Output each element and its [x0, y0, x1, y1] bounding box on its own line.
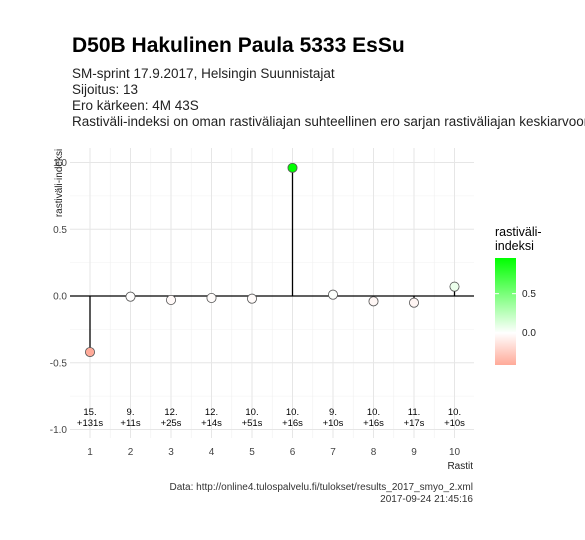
annotation-rank: 11. — [408, 407, 421, 418]
legend-tick-label: 0.5 — [522, 289, 536, 300]
y-tick-label: -0.5 — [50, 358, 68, 369]
x-tick-label: 4 — [209, 447, 215, 458]
grid-lines — [70, 148, 474, 438]
annotation-rank: 10. — [286, 407, 299, 418]
legend-title-line-2: indeksi — [495, 239, 534, 253]
split-annotations: 15.+131s9.+11s12.+25s12.+14s10.+51s10.+1… — [77, 407, 465, 429]
x-axis-title: Rastit — [447, 461, 473, 472]
annotation-diff: +25s — [161, 418, 182, 429]
chart-title: D50B Hakulinen Paula 5333 EsSu — [72, 34, 405, 57]
subtitle-placement: Sijoitus: 13 — [72, 82, 139, 97]
legend-tick-label: 0.0 — [522, 328, 536, 339]
subtitle-event: SM-sprint 17.9.2017, Helsingin Suunnista… — [72, 66, 335, 81]
x-tick-label: 5 — [249, 447, 255, 458]
annotation-diff: +17s — [404, 418, 425, 429]
data-source: Data: http://online4.tulospalvelu.fi/tul… — [169, 482, 473, 493]
annotation-rank: 9. — [329, 407, 337, 418]
subtitle-description: Rastiväli-indeksi on oman rastiväliajan … — [72, 114, 585, 129]
color-legend: rastiväli- indeksi 0.5 0.0 — [495, 225, 542, 365]
legend-ticks: 0.5 0.0 — [495, 289, 536, 339]
annotation-diff: +10s — [323, 418, 344, 429]
y-tick-label: -1.0 — [50, 425, 68, 436]
annotation-rank: 9. — [127, 407, 135, 418]
point-6 — [287, 162, 298, 173]
annotation-rank: 15. — [83, 407, 96, 418]
x-tick-label: 1 — [87, 447, 93, 458]
point-7 — [327, 289, 338, 300]
axis-labels: -1.0 -0.5 0.0 0.5 1.0 1 2 3 4 5 6 7 8 9 10 — [50, 158, 461, 458]
annotation-diff: +11s — [120, 418, 140, 429]
y-tick-label: 0.0 — [53, 292, 67, 303]
annotation-rank: 12. — [164, 407, 177, 418]
point-8 — [368, 296, 379, 307]
x-tick-label: 3 — [168, 447, 174, 458]
annotation-diff: +16s — [363, 418, 384, 429]
annotation-rank: 10. — [448, 407, 461, 418]
point-9 — [408, 297, 419, 308]
point-2 — [125, 291, 136, 302]
point-1 — [85, 347, 96, 358]
point-3 — [165, 295, 176, 306]
point-4 — [206, 293, 217, 304]
annotation-diff: +51s — [242, 418, 263, 429]
annotation-diff: +10s — [444, 418, 465, 429]
annotation-diff: +16s — [282, 418, 303, 429]
y-tick-label: 0.5 — [53, 225, 67, 236]
annotation-diff: +14s — [201, 418, 222, 429]
subtitle-gap: Ero kärkeen: 4M 43S — [72, 98, 199, 113]
x-tick-label: 2 — [128, 447, 134, 458]
y-tick-label: 1.0 — [53, 158, 67, 169]
x-tick-label: 10 — [449, 447, 461, 458]
x-tick-label: 6 — [290, 447, 296, 458]
annotation-rank: 10. — [245, 407, 258, 418]
x-tick-label: 7 — [330, 447, 336, 458]
annotation-diff: +131s — [77, 418, 103, 429]
annotation-rank: 10. — [367, 407, 380, 418]
x-tick-label: 9 — [411, 447, 417, 458]
annotation-rank: 12. — [205, 407, 218, 418]
legend-title-line-1: rastiväli- — [495, 225, 542, 239]
legend-colorbar — [495, 258, 516, 365]
y-axis-title: rastiväli-indeksi — [54, 149, 65, 217]
point-10 — [449, 281, 460, 292]
x-tick-label: 8 — [371, 447, 377, 458]
point-5 — [246, 293, 257, 304]
data-points — [85, 162, 460, 358]
timestamp: 2017-09-24 21:45:16 — [380, 494, 473, 505]
